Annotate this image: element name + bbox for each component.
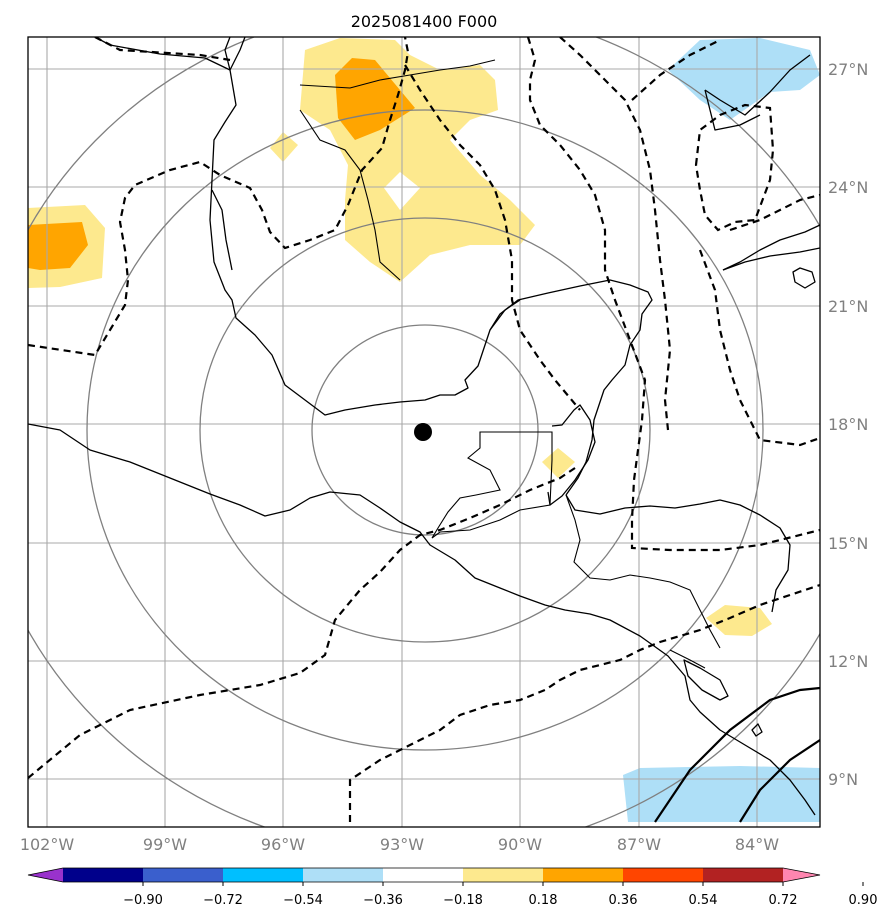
negative-east-upper bbox=[668, 38, 820, 120]
colorbar-segment bbox=[623, 868, 704, 882]
colorbar-extend-low bbox=[28, 868, 63, 882]
colorbar-tick-label: 0.54 bbox=[689, 893, 718, 908]
range-ring-middle bbox=[199, 217, 651, 643]
colorbar-tick-label: 0.72 bbox=[769, 893, 798, 908]
gridlines bbox=[28, 37, 820, 827]
x-axis-labels: 102°W 99°W 96°W 93°W 90°W 87°W 84°W bbox=[20, 835, 779, 854]
colorbar-segment bbox=[703, 868, 784, 882]
positive-belize bbox=[542, 448, 575, 478]
colorbar-segment bbox=[463, 868, 544, 882]
island-small bbox=[751, 723, 763, 737]
colorbar: −0.90 −0.72 −0.54 −0.36 −0.18 0.18 0.36 0.54 0.7… bbox=[27, 867, 878, 908]
y-axis-labels: 27°N 24°N 21°N 18°N 15°N 12°N 9°N bbox=[828, 60, 868, 789]
x-tick-label: 87°W bbox=[617, 835, 661, 854]
colorbar-tick-label: −0.18 bbox=[443, 893, 483, 908]
coast-florida-west bbox=[704, 89, 761, 131]
border-guatemala bbox=[431, 431, 553, 539]
coast-yucatan-north bbox=[489, 299, 521, 331]
y-tick-label: 12°N bbox=[828, 652, 868, 671]
y-tick-label: 21°N bbox=[828, 297, 868, 316]
coast-pacific bbox=[28, 423, 816, 816]
colorbar-tick-label: 0.18 bbox=[529, 893, 558, 908]
storm-tracks bbox=[654, 686, 820, 823]
coast-island bbox=[792, 267, 816, 289]
border-nicaragua bbox=[669, 649, 706, 669]
x-tick-label: 93°W bbox=[380, 835, 424, 854]
strong-positive-gulf bbox=[335, 58, 415, 140]
border-honduras bbox=[565, 494, 721, 649]
coast-mexico-gulf bbox=[209, 37, 653, 496]
coast-baja-like bbox=[211, 189, 233, 271]
colorbar-segment bbox=[143, 868, 224, 882]
y-tick-label: 9°N bbox=[828, 770, 858, 789]
borders bbox=[299, 59, 721, 669]
lake-nicaragua bbox=[683, 659, 729, 701]
coastlines bbox=[28, 37, 820, 816]
y-tick-label: 27°N bbox=[828, 60, 868, 79]
state-line-1 bbox=[299, 59, 496, 89]
y-tick-label: 18°N bbox=[828, 415, 868, 434]
colorbar-segment bbox=[383, 868, 464, 882]
colorbar-tick-label: −0.54 bbox=[283, 893, 323, 908]
colorbar-tick-label: 0.90 bbox=[849, 893, 878, 908]
colorbar-segment bbox=[543, 868, 624, 882]
colorbar-segment bbox=[63, 868, 144, 882]
colorbar-outline bbox=[27, 867, 821, 883]
map-title: 2025081400 F000 bbox=[351, 12, 498, 31]
negative-southeast bbox=[623, 766, 820, 822]
range-ring-inner bbox=[311, 324, 539, 536]
plot-frame bbox=[27, 36, 821, 828]
range-ring-outer bbox=[86, 109, 764, 751]
state-line-2 bbox=[299, 109, 401, 281]
coast-cuba-south bbox=[722, 247, 820, 271]
colorbar-segment bbox=[223, 868, 304, 882]
colorbar-extend-high bbox=[783, 868, 820, 882]
colorbar-tick-label: −0.72 bbox=[203, 893, 243, 908]
positive-anomaly-gulf bbox=[300, 38, 535, 282]
coast-florida bbox=[704, 54, 811, 116]
colorbar-tick-label: 0.36 bbox=[609, 893, 638, 908]
x-tick-label: 99°W bbox=[143, 835, 187, 854]
positive-nicaragua bbox=[706, 605, 772, 636]
x-tick-label: 102°W bbox=[20, 835, 75, 854]
coast-belize bbox=[547, 404, 596, 506]
coast-honduras bbox=[565, 494, 791, 613]
range-rings bbox=[28, 37, 820, 827]
x-tick-label: 84°W bbox=[735, 835, 779, 854]
colorbar-segment bbox=[303, 868, 384, 882]
storm-center-marker bbox=[414, 423, 432, 441]
x-tick-label: 96°W bbox=[261, 835, 305, 854]
y-tick-label: 24°N bbox=[828, 178, 868, 197]
colorbar-tick-label: −0.36 bbox=[363, 893, 403, 908]
strong-positive-west bbox=[28, 222, 88, 270]
y-tick-label: 15°N bbox=[828, 534, 868, 553]
x-tick-label: 90°W bbox=[498, 835, 542, 854]
coast-cuba bbox=[722, 224, 820, 271]
positive-small-1 bbox=[270, 132, 298, 162]
contours bbox=[28, 37, 820, 822]
colorbar-tick-label: −0.90 bbox=[123, 893, 163, 908]
